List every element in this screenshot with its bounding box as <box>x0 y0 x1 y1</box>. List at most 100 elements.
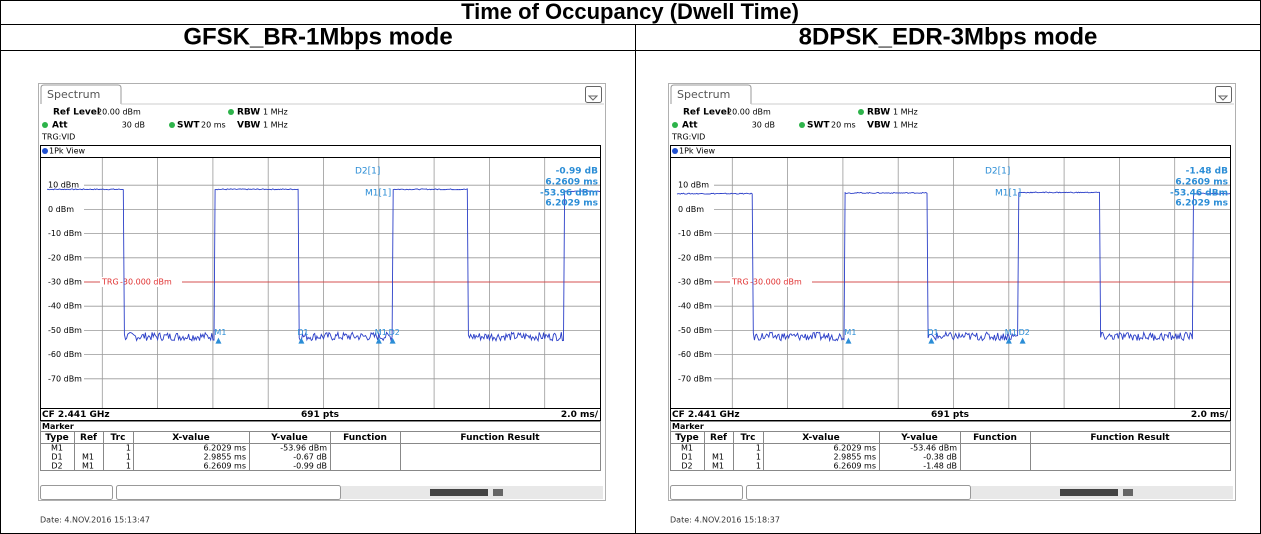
y-axis-label: -40 dBm <box>678 302 712 311</box>
trace-marker <box>389 337 396 344</box>
status-icon <box>1123 489 1133 496</box>
trigger-label: TRG <box>101 278 119 287</box>
setting-value: 20 ms <box>831 121 856 130</box>
readout-value: -0.99 dB <box>556 167 599 177</box>
table-cell: M1 <box>712 453 724 462</box>
mode-title: GFSK_BR-1Mbps mode <box>183 23 452 50</box>
setting-value: 1 MHz <box>893 121 918 130</box>
trigger-level: -30.000 dBm <box>750 278 802 287</box>
trace-marker <box>215 337 222 344</box>
readout-name: D2[1] <box>985 167 1010 177</box>
footer-center: CF 2.441 GHz <box>42 410 110 420</box>
table-cell: -53.46 dBm <box>910 444 957 453</box>
table-header: Function Result <box>460 433 540 443</box>
y-axis-label: -50 dBm <box>48 326 82 335</box>
table-cell: 6.2029 ms <box>834 444 877 453</box>
setting-label: Ref Level <box>53 108 100 118</box>
table-cell: D1 <box>51 453 62 462</box>
footer-points: 691 pts <box>931 410 969 420</box>
tab-label: Spectrum <box>47 88 100 101</box>
trace-marker-label: D1 <box>297 328 308 337</box>
table-header: X-value <box>172 433 209 443</box>
table-cell: -53.96 dBm <box>280 444 327 453</box>
trace-marker <box>928 337 935 344</box>
trigger-label-bg <box>730 277 812 287</box>
footer-span: 2.0 ms/ <box>561 410 599 420</box>
y-axis-label: -10 dBm <box>48 229 82 238</box>
y-axis-label: -20 dBm <box>48 253 82 262</box>
trace-marker-label: M1 <box>375 328 387 337</box>
trace-marker <box>1005 337 1012 344</box>
progress-bar <box>1060 489 1118 496</box>
table-cell: M1 <box>82 462 94 471</box>
mode-title: 8DPSK_EDR-3Mbps mode <box>799 23 1098 50</box>
y-axis-label: -20 dBm <box>678 253 712 262</box>
table-header: Ref <box>710 433 727 443</box>
setting-value: 20 ms <box>201 121 226 130</box>
table-cell: -0.38 dB <box>923 453 957 462</box>
status-dot <box>42 122 48 128</box>
marker-table-title: Marker <box>672 422 704 431</box>
y-axis-label: -60 dBm <box>48 350 82 359</box>
readout-value: 6.2609 ms <box>545 178 598 188</box>
setting-label: VBW <box>237 121 260 131</box>
readout-value: -53.46 dBm <box>1170 189 1228 199</box>
readout-name: M1[1] <box>995 189 1021 199</box>
footer-span: 2.0 ms/ <box>1191 410 1229 420</box>
table-cell: D1 <box>681 453 692 462</box>
footer-points: 691 pts <box>301 410 339 420</box>
setting-label: SWT <box>177 121 200 131</box>
status-icon <box>493 489 503 496</box>
table-header: Function <box>973 433 1017 443</box>
tab <box>40 84 122 104</box>
footer-bar <box>670 408 1231 421</box>
table-cell: M1 <box>712 462 724 471</box>
status-field <box>746 485 971 500</box>
table-cell: 2.9855 ms <box>204 453 247 462</box>
trigger-label: TRG <box>731 278 749 287</box>
trigger-level: -30.000 dBm <box>120 278 172 287</box>
y-axis-label: -70 dBm <box>48 374 82 383</box>
table-cell: M1 <box>681 444 693 453</box>
setting-value: 1 MHz <box>263 121 288 130</box>
setting-label: Att <box>682 121 698 131</box>
setting-label: VBW <box>867 121 890 131</box>
y-axis-label: 0 dBm <box>48 205 74 214</box>
readout-value: 6.2029 ms <box>545 199 598 209</box>
footer-center: CF 2.441 GHz <box>672 410 740 420</box>
table-cell: 1 <box>126 462 131 471</box>
setting-label: Ref Level <box>683 108 730 118</box>
table-cell: 1 <box>756 453 761 462</box>
table-cell: 1 <box>126 444 131 453</box>
status-field <box>116 485 341 500</box>
tab-label: Spectrum <box>677 88 730 101</box>
trigger-mode: TRG:VID <box>41 133 75 142</box>
status-dot <box>858 109 864 115</box>
table-header: Y-value <box>900 433 937 443</box>
y-axis-label: -50 dBm <box>678 326 712 335</box>
table-title: Time of Occupancy (Dwell Time) <box>461 0 799 24</box>
table-cell: 1 <box>756 444 761 453</box>
table-header: Trc <box>741 433 756 443</box>
trace <box>676 191 1231 343</box>
table-header: Trc <box>111 433 126 443</box>
table-cell: D2 <box>51 462 62 471</box>
table-cell: M1 <box>82 453 94 462</box>
y-axis-label: -30 dBm <box>48 278 82 287</box>
trigger-mode: TRG:VID <box>671 133 705 142</box>
marker-table-title: Marker <box>42 422 74 431</box>
table-header: Function Result <box>1090 433 1170 443</box>
setting-label: Att <box>52 121 68 131</box>
y-axis-label: -70 dBm <box>678 374 712 383</box>
trace <box>47 188 600 343</box>
progress-bar <box>430 489 488 496</box>
table-header: Function <box>343 433 387 443</box>
trace-marker-label: M1 <box>844 328 856 337</box>
table-cell: 1 <box>126 453 131 462</box>
setting-label: SWT <box>807 121 830 131</box>
readout-name: D2[1] <box>355 167 380 177</box>
table-cell: -0.67 dB <box>293 453 327 462</box>
trace-marker-label: M1 <box>1005 328 1017 337</box>
